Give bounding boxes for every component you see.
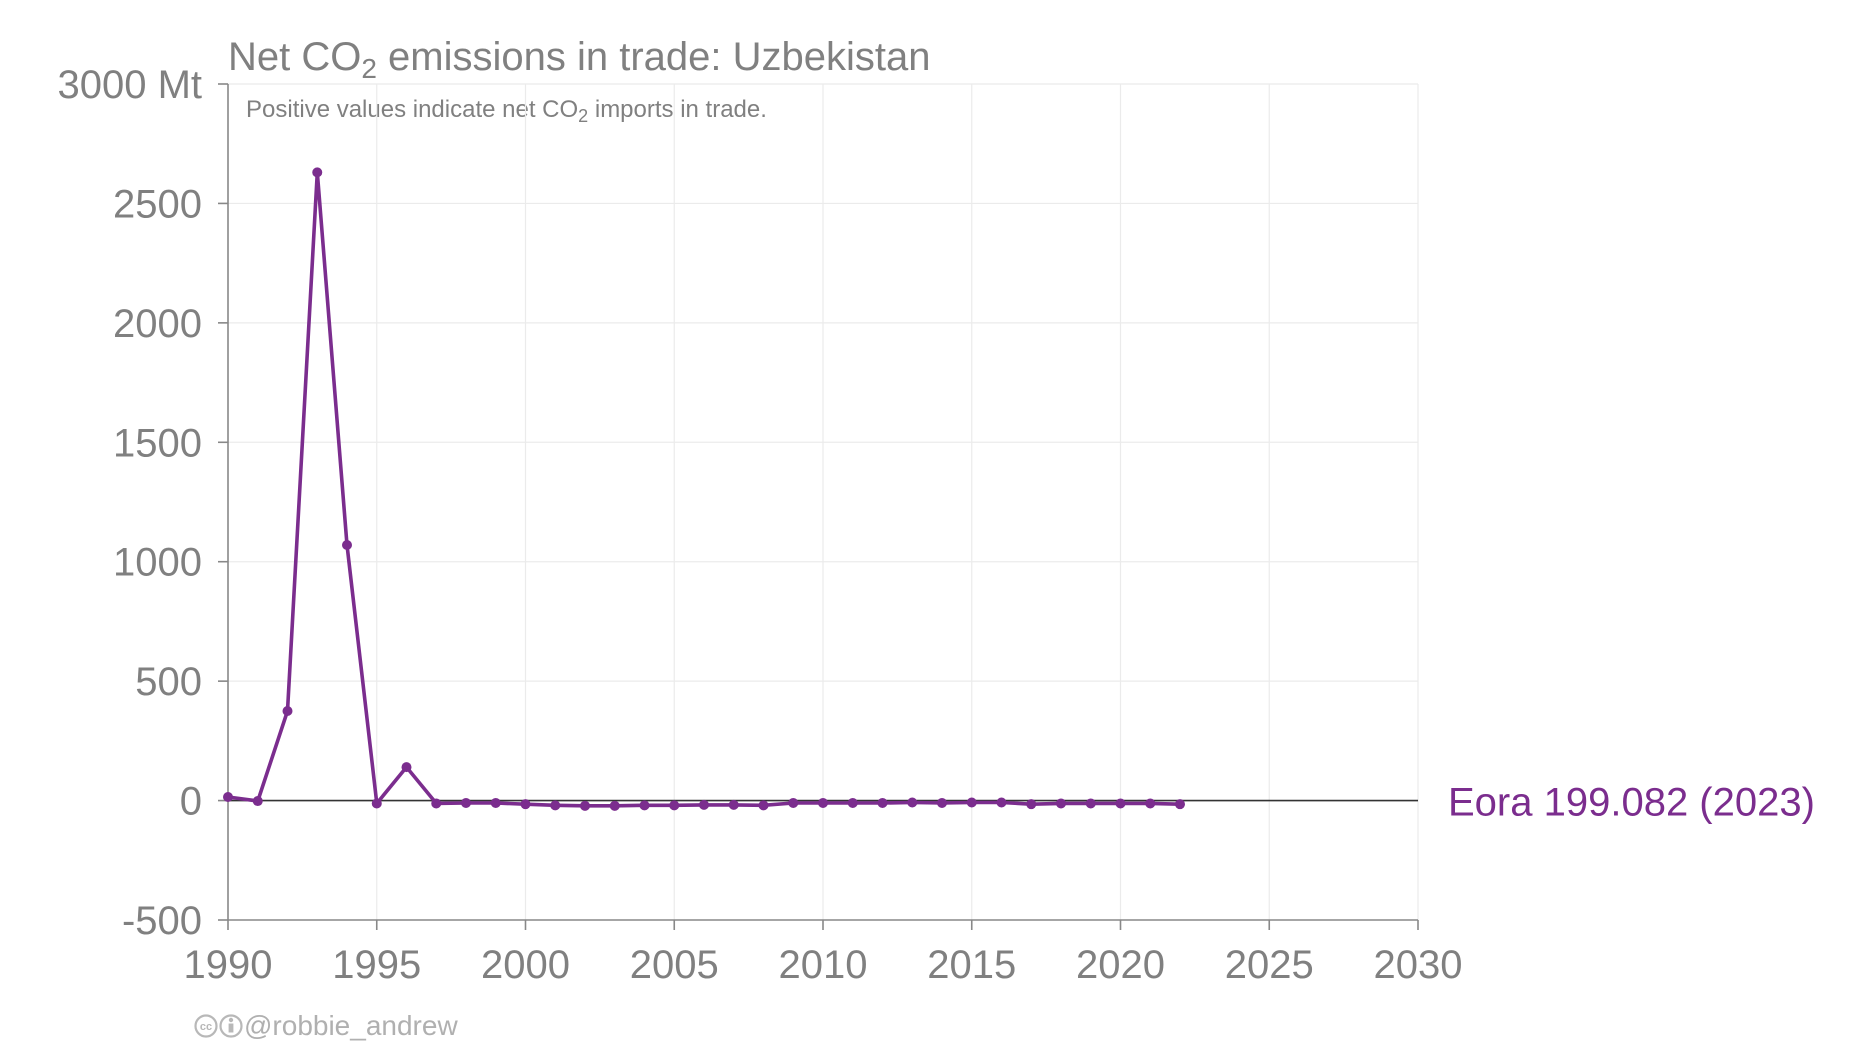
- series-line: [226, 170, 1182, 808]
- data-point: [342, 539, 352, 550]
- data-point: [1115, 798, 1126, 809]
- data-point: [490, 797, 501, 808]
- series-layer: Eora 199.082 (2023): [223, 167, 1815, 825]
- data-point: [788, 797, 799, 808]
- data-point: [1026, 799, 1037, 810]
- credit: cc @robbie_andrew: [194, 1010, 458, 1041]
- y-tick-label: 500: [135, 660, 202, 704]
- x-tick-label: 2020: [1076, 943, 1165, 987]
- data-point: [1085, 798, 1096, 809]
- data-point: [282, 706, 293, 716]
- chart-title-subscript: 2: [361, 53, 377, 84]
- y-tick-label: 3000 Mt: [57, 63, 202, 107]
- data-point: [312, 167, 323, 178]
- y-axis-ticks: -500 0 500 1000 1500 2000 2500 3000 Mt: [57, 63, 228, 943]
- chart-subtitle: Positive values indicate net CO2 imports…: [246, 96, 767, 126]
- chart-title-suffix: emissions in trade: Uzbekistan: [377, 35, 931, 79]
- chart-subtitle-prefix: Positive values indicate net CO: [246, 96, 578, 123]
- credit-text: @robbie_andrew: [244, 1010, 458, 1041]
- y-tick-label: -500: [122, 899, 202, 943]
- data-point: [699, 799, 709, 810]
- data-point: [966, 797, 977, 808]
- x-tick-label: 1995: [332, 943, 421, 987]
- data-point: [877, 797, 888, 808]
- y-tick-label: 0: [180, 780, 202, 824]
- chart-title: Net CO2 emissions in trade: Uzbekistan: [228, 35, 931, 84]
- data-point: [461, 797, 471, 808]
- data-point: [758, 800, 769, 811]
- y-tick-label: 1000: [113, 541, 202, 585]
- data-point: [431, 798, 442, 809]
- svg-text:cc: cc: [200, 1021, 212, 1033]
- x-tick-label: 2005: [630, 943, 719, 987]
- y-tick-label: 2500: [113, 182, 202, 226]
- data-point: [639, 800, 650, 811]
- data-point: [252, 796, 263, 807]
- data-point: [580, 800, 590, 811]
- data-point: [818, 797, 828, 808]
- data-point: [1056, 798, 1066, 809]
- x-tick-label: 2000: [481, 943, 570, 987]
- data-point: [907, 797, 918, 808]
- data-point: [1145, 798, 1156, 809]
- data-point: [371, 798, 382, 809]
- x-tick-label: 2015: [927, 943, 1016, 987]
- data-point: [223, 791, 233, 802]
- data-point: [669, 800, 680, 811]
- x-tick-label: 2010: [779, 943, 868, 987]
- y-tick-label: 1500: [113, 421, 202, 465]
- data-point: [728, 799, 739, 810]
- x-tick-label: 2025: [1225, 943, 1314, 987]
- cc-by-icons: cc: [194, 1014, 243, 1038]
- x-tick-label: 2030: [1374, 943, 1463, 987]
- x-tick-label: 1990: [184, 943, 273, 987]
- chart-title-prefix: Net CO: [228, 35, 361, 79]
- data-point: [520, 799, 531, 810]
- data-point: [937, 797, 947, 808]
- chart-subtitle-suffix: imports in trade.: [588, 96, 767, 123]
- data-point: [847, 797, 858, 808]
- data-point: [401, 762, 412, 773]
- gridlines: [228, 83, 1419, 920]
- data-point: [1175, 799, 1185, 810]
- series-end-label: Eora 199.082 (2023): [1448, 781, 1815, 825]
- data-point: [550, 800, 561, 811]
- data-point: [609, 800, 620, 811]
- y-tick-label: 2000: [113, 302, 202, 346]
- chart-subtitle-subscript: 2: [578, 106, 588, 126]
- data-point: [996, 797, 1007, 808]
- x-axis-ticks: 1990 1995 2000 2005 2010 2015 2020 2025 2030: [184, 920, 1463, 987]
